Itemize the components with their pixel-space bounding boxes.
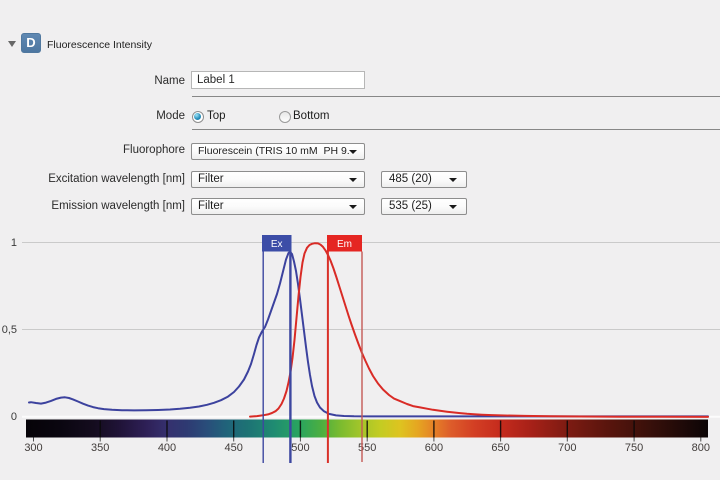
svg-text:Ex: Ex [271, 239, 283, 250]
svg-text:Em: Em [337, 239, 352, 250]
